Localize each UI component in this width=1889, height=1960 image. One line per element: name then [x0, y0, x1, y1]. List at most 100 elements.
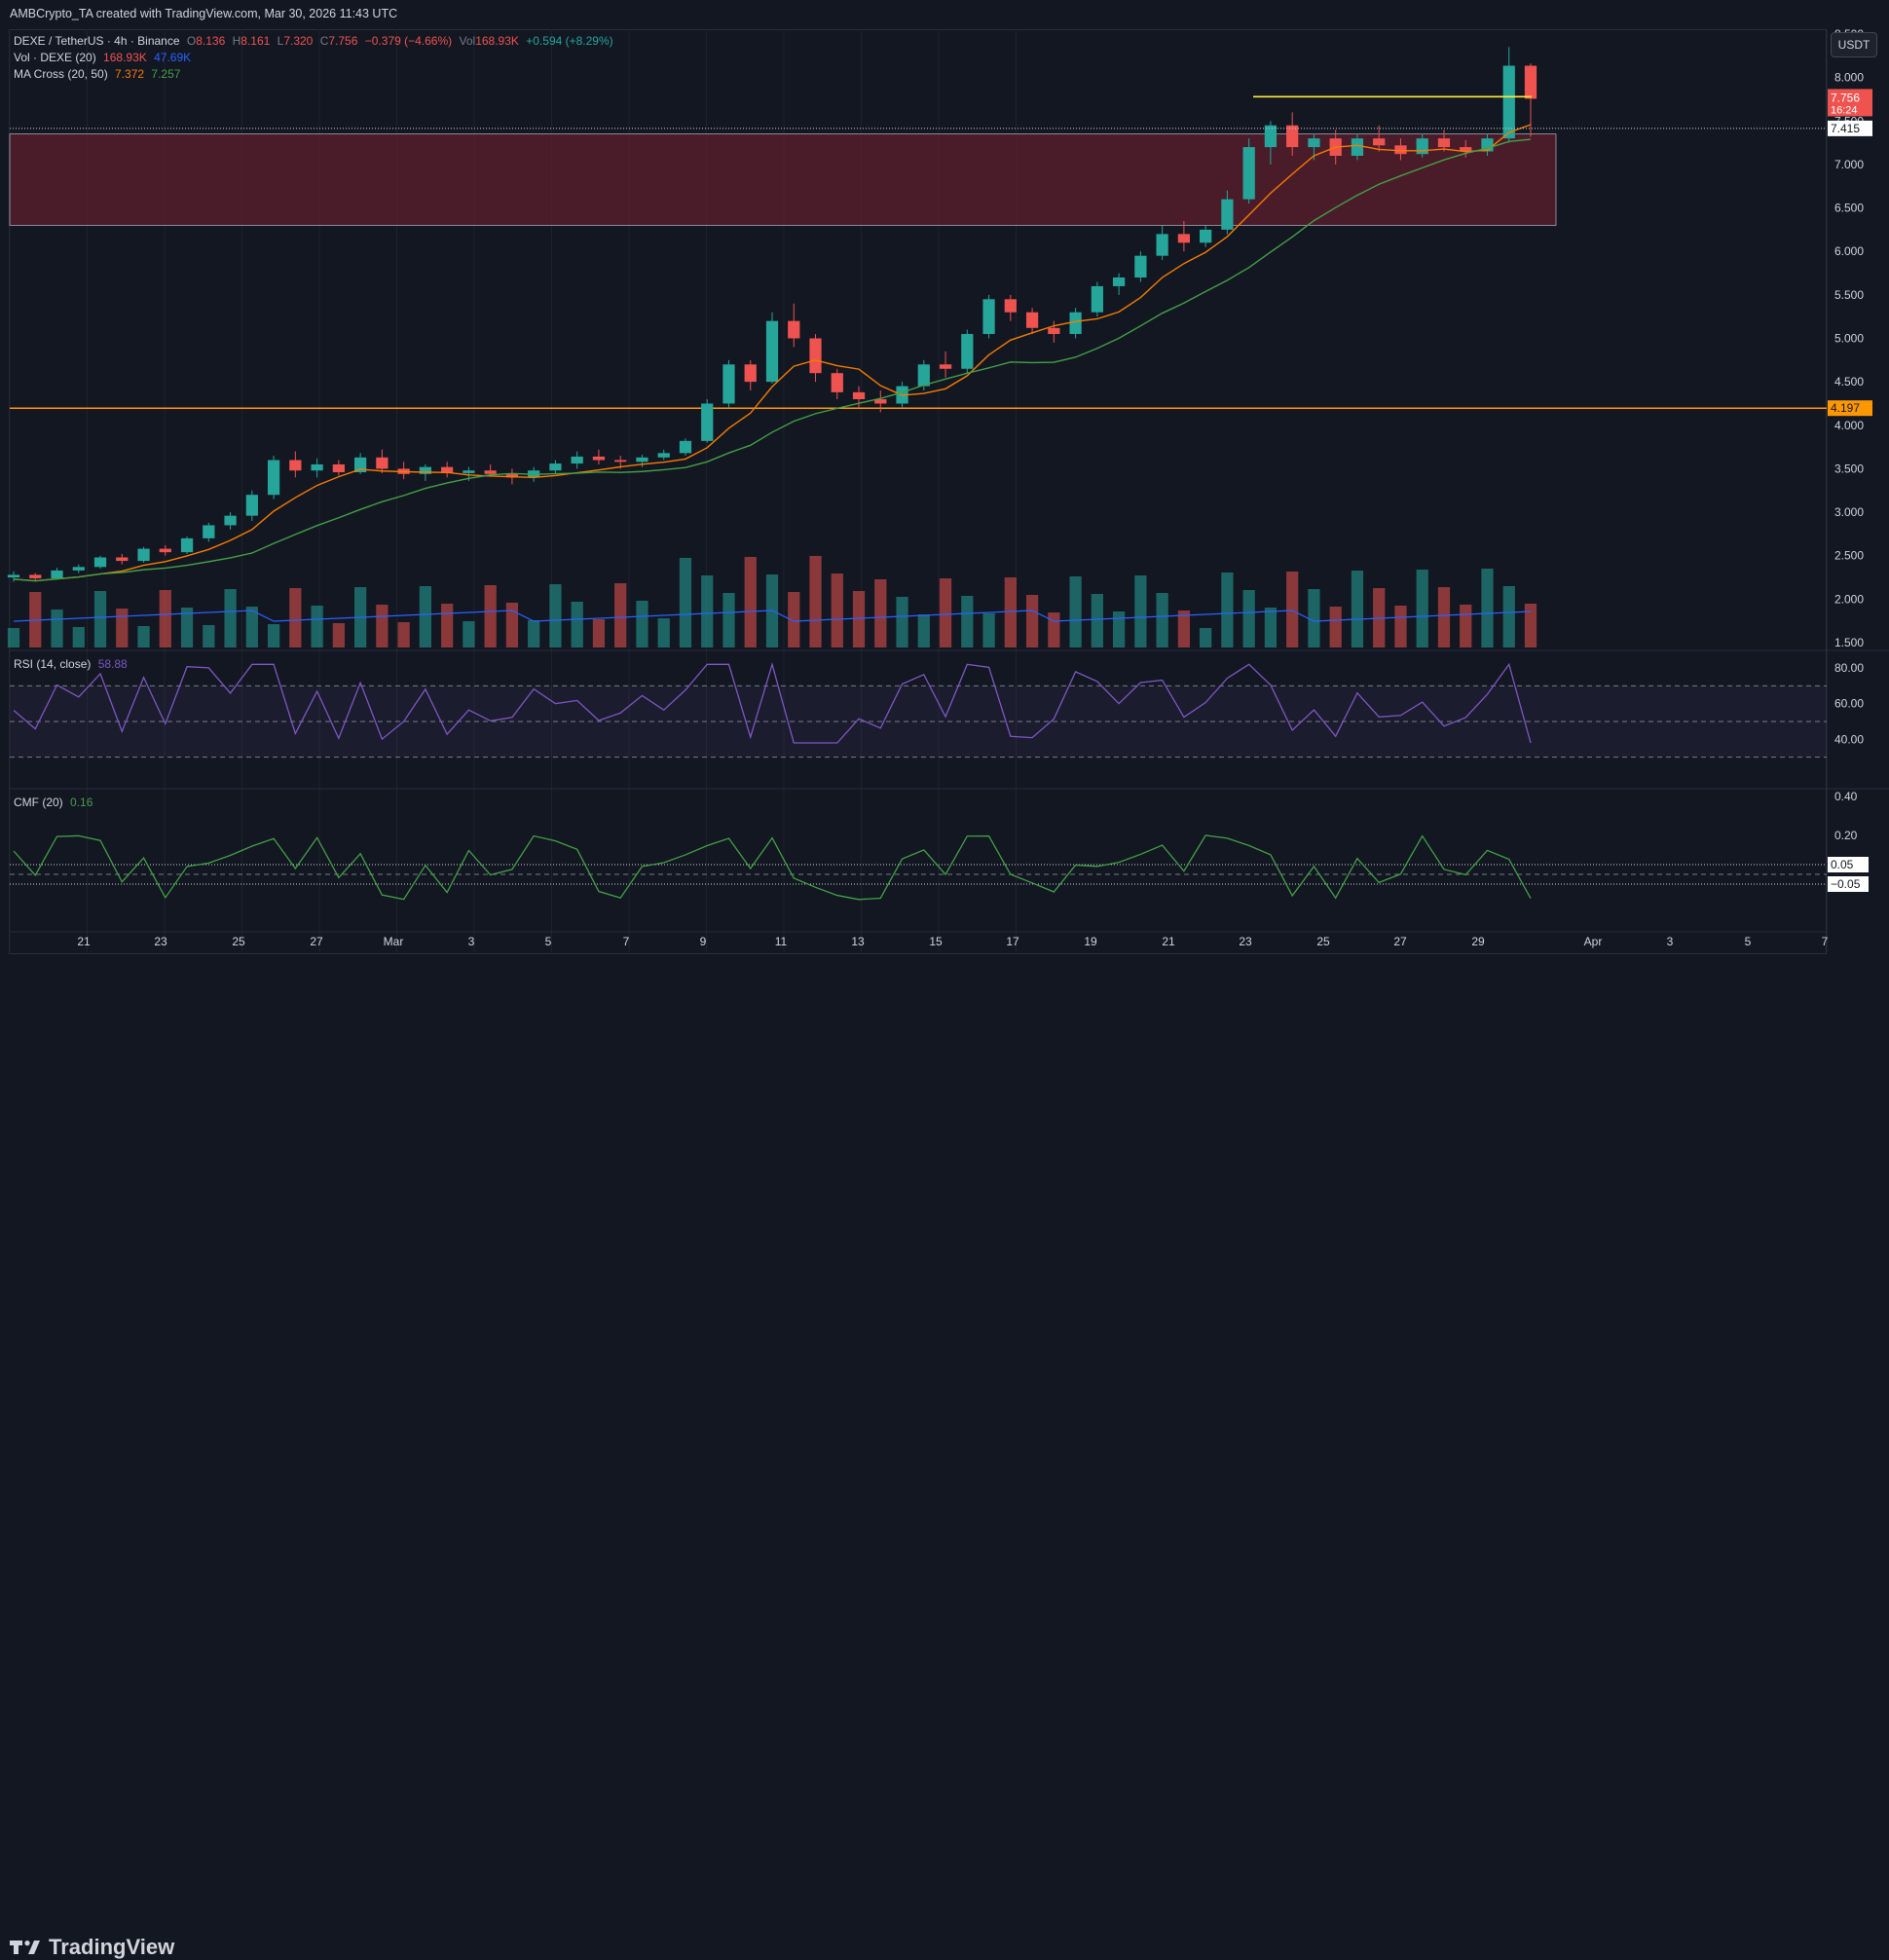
volume-value: 168.93K	[103, 51, 147, 64]
close-value: 7.756	[328, 34, 358, 48]
candle-body	[72, 567, 85, 571]
candle-body	[765, 320, 779, 383]
volume-bar	[7, 628, 20, 647]
time-axis-tick: Mar	[384, 935, 404, 948]
high-label: H	[232, 34, 241, 48]
candle-body	[332, 463, 345, 472]
volume-bar	[722, 593, 735, 647]
volume-bar	[614, 583, 627, 647]
candle-body	[1524, 65, 1537, 99]
volume-legend[interactable]: Vol · DEXE (20) 168.93K 47.69K	[14, 51, 195, 64]
ma-legend[interactable]: MA Cross (20, 50) 7.372 7.257	[14, 67, 184, 81]
price-axis-tick: 2.000	[1834, 592, 1864, 606]
line-price-tag	[1828, 120, 1872, 136]
volume-bar	[636, 601, 648, 647]
candle-body	[1048, 327, 1060, 335]
cmf-level-tag	[1828, 857, 1869, 872]
volume-bar	[982, 613, 995, 647]
rsi-legend[interactable]: RSI (14, close) 58.88	[14, 657, 131, 671]
volume-bar	[203, 625, 215, 647]
volume-bar	[896, 597, 908, 647]
candle-body	[1373, 138, 1386, 146]
currency-button[interactable]: USDT	[1831, 32, 1877, 57]
created-by-text: AMBCrypto_TA created with TradingView.co…	[10, 7, 398, 20]
candle-body	[419, 466, 432, 474]
symbol-title[interactable]: DEXE / TetherUS · 4h · Binance	[14, 34, 180, 48]
volume-bar	[744, 557, 757, 647]
volume-bar	[961, 596, 974, 647]
candle-body	[29, 574, 42, 578]
price-axis-tick: 4.000	[1834, 419, 1864, 432]
candle-body	[7, 574, 20, 578]
candle-body	[1156, 234, 1168, 256]
time-axis-tick: 7	[1822, 935, 1829, 948]
volume-bar	[289, 588, 302, 647]
time-axis-tick: 23	[154, 935, 167, 948]
low-label: L	[277, 34, 284, 48]
volume-bar	[701, 575, 714, 647]
volume-bar	[1460, 605, 1472, 647]
volume-bar	[1264, 608, 1278, 647]
time-axis-tick: Apr	[1584, 935, 1603, 948]
time-axis-tick: 21	[1162, 935, 1175, 948]
candle-body	[831, 373, 843, 392]
volume-bar	[1156, 593, 1168, 647]
volume-bar	[852, 591, 866, 647]
volume-ma-value: 47.69K	[154, 51, 192, 64]
candle-body	[311, 463, 323, 471]
volume-bar	[1134, 575, 1147, 647]
candle-body	[484, 470, 497, 474]
volume-bar	[1394, 606, 1407, 647]
time-axis-tick: 3	[1667, 935, 1674, 948]
cmf-axis-tick: 0.20	[1834, 829, 1858, 842]
candle-body	[137, 548, 150, 562]
time-axis-tick: 13	[851, 935, 865, 948]
volume-bar	[1502, 586, 1515, 647]
candle-body	[93, 557, 107, 568]
volume-bar	[137, 626, 150, 647]
cmf-axis-tick: 0.40	[1834, 790, 1858, 803]
cmf-level-tag	[1828, 876, 1869, 892]
volume-bar	[1048, 612, 1060, 647]
tradingview-logo-icon	[10, 1941, 40, 1954]
candle-body	[1264, 125, 1278, 148]
price-axis-tick: 5.000	[1834, 332, 1864, 346]
candle-body	[376, 457, 389, 469]
volume-bar	[1437, 587, 1451, 647]
volume-bar	[1286, 572, 1299, 647]
volume-bar	[1004, 577, 1017, 647]
candle-body	[1069, 312, 1082, 335]
candle-body	[549, 463, 562, 471]
vol-label: Vol	[459, 34, 476, 48]
candle-body	[505, 473, 519, 478]
rsi-band	[10, 685, 1827, 758]
candle-body	[701, 403, 714, 441]
ma-fast-value: 7.372	[115, 67, 145, 81]
candle-body	[679, 440, 692, 454]
main-legend: DEXE / TetherUS · 4h · Binance O8.136 H8…	[14, 34, 617, 48]
volume-ma-line	[13, 610, 1532, 622]
rsi-title: RSI (14, close)	[14, 657, 92, 671]
candle-body	[1177, 234, 1191, 243]
candle-body	[874, 399, 887, 404]
candle-body	[1416, 138, 1428, 155]
rsi-line	[13, 661, 1532, 744]
candle-body	[1437, 138, 1451, 148]
low-value: 7.320	[283, 34, 314, 48]
volume-bar	[874, 579, 887, 647]
candle-body	[614, 460, 627, 462]
volume-bar	[484, 585, 497, 647]
time-axis-tick: 21	[77, 935, 91, 948]
ma-fast-line	[13, 124, 1532, 582]
volume-bar	[332, 623, 345, 647]
cmf-legend[interactable]: CMF (20) 0.16	[14, 795, 96, 809]
candle-body	[809, 338, 822, 374]
time-axis-tick: 5	[545, 935, 552, 948]
candle-body	[917, 364, 930, 387]
candle-body	[982, 299, 995, 335]
cmf-line	[13, 834, 1532, 901]
volume-bar	[72, 627, 85, 647]
chart-canvas[interactable]: 8.5008.0007.5007.0006.5006.0005.5005.000…	[0, 0, 1889, 964]
last-price-tag	[1828, 89, 1872, 117]
volume-bar	[1112, 611, 1126, 647]
